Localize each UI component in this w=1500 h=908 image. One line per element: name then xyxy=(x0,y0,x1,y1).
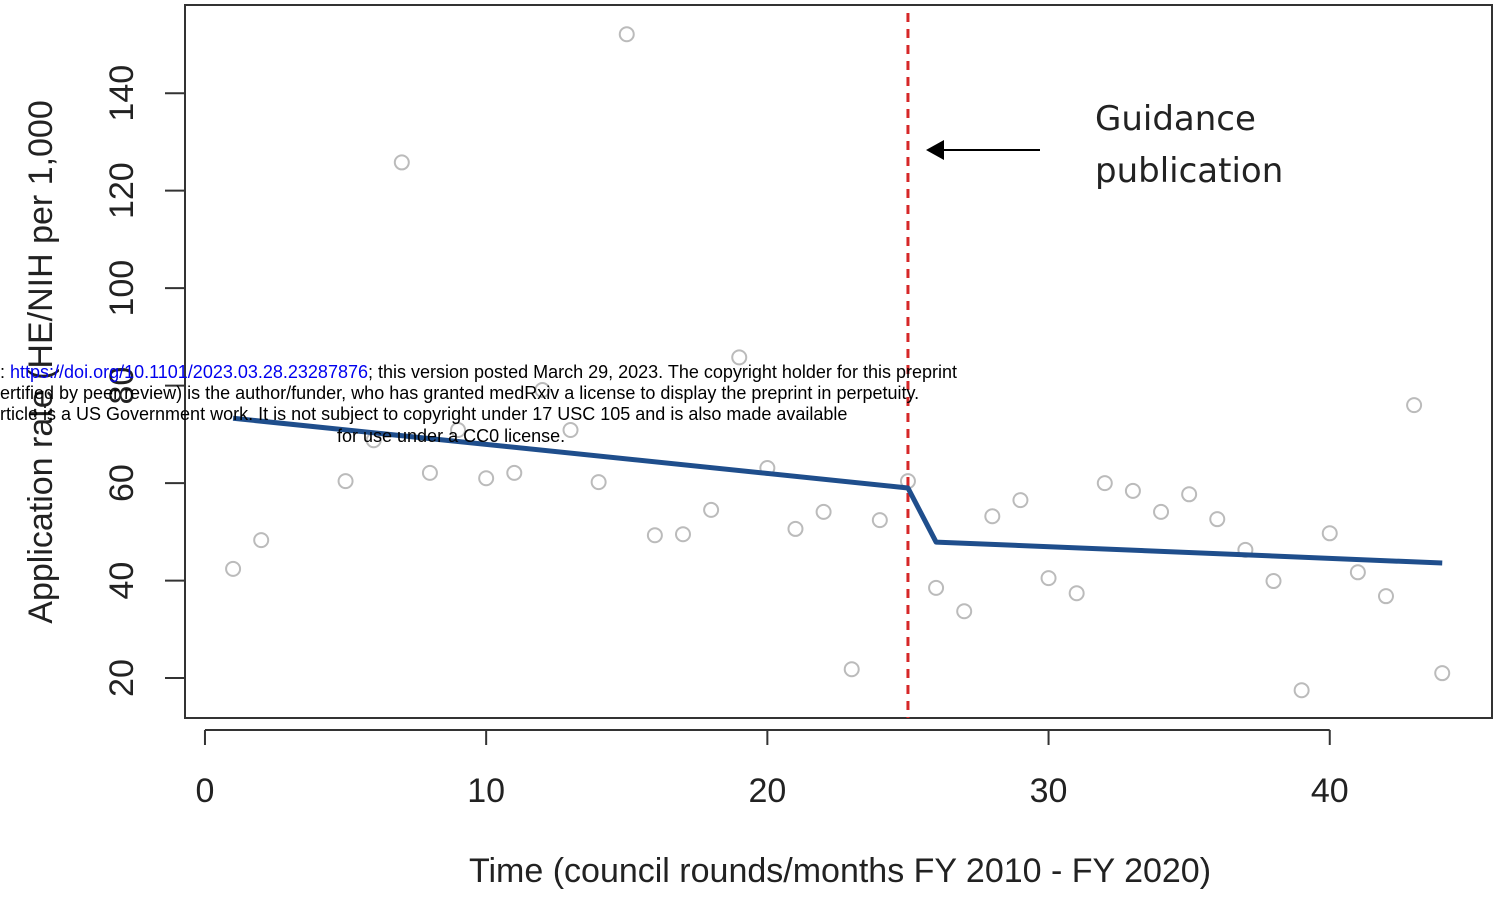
y-tick-label: 20 xyxy=(103,659,141,697)
data-point xyxy=(1068,585,1085,602)
x-axis-label: Time (council rounds/months FY 2010 - FY… xyxy=(469,852,1211,890)
notice-line: : https://doi.org/10.1101/2023.03.28.232… xyxy=(0,362,957,382)
x-tick-label: 10 xyxy=(467,772,505,810)
data-point xyxy=(253,532,270,549)
data-point xyxy=(421,464,438,481)
notice-line: rticle is a US Government work. It is no… xyxy=(0,404,847,424)
x-tick-label: 30 xyxy=(1030,772,1068,810)
data-point xyxy=(618,26,635,43)
data-point xyxy=(562,421,579,438)
annotation: Guidance xyxy=(1095,99,1256,139)
data-point xyxy=(928,579,945,596)
y-axis-label: Application rate (HE/NIH per 1,000 xyxy=(22,100,60,623)
notice-line: for use under a CC0 license. xyxy=(337,426,565,446)
x-tick-label: 0 xyxy=(196,772,215,810)
y-tick-label: 80 xyxy=(103,367,141,405)
data-point xyxy=(984,508,1001,525)
data-point xyxy=(337,473,354,490)
data-point xyxy=(1040,570,1057,587)
notice-link[interactable]: https://doi.org/10.1101/2023.03.28.23287… xyxy=(10,362,368,382)
data-point xyxy=(1012,492,1029,509)
data-point xyxy=(815,503,832,520)
data-point xyxy=(731,349,748,366)
data-point xyxy=(534,382,551,399)
data-point xyxy=(956,603,973,620)
y-tick-label: 140 xyxy=(103,65,141,122)
fit-line xyxy=(232,415,1443,566)
data-point xyxy=(1153,503,1170,520)
data-point xyxy=(674,526,691,543)
y-tick-label: 40 xyxy=(103,562,141,600)
data-point xyxy=(1321,525,1338,542)
data-point xyxy=(590,474,607,491)
data-point xyxy=(787,520,804,537)
data-point xyxy=(478,470,495,487)
data-point xyxy=(506,464,523,481)
notice-text: ; this version posted March 29, 2023. Th… xyxy=(368,362,957,382)
data-point xyxy=(843,661,860,678)
data-point xyxy=(1096,475,1113,492)
notice-line: ertified by peer review) is the author/f… xyxy=(0,383,919,403)
data-point xyxy=(646,527,663,544)
x-tick-label: 20 xyxy=(748,772,786,810)
data-point xyxy=(1406,397,1423,414)
arrow-head xyxy=(926,140,944,160)
annotation: publication xyxy=(1095,151,1283,191)
data-point xyxy=(1181,486,1198,503)
data-point xyxy=(871,512,888,529)
data-point xyxy=(1293,682,1310,699)
data-point xyxy=(225,560,242,577)
x-tick-label: 40 xyxy=(1311,772,1349,810)
y-tick-label: 60 xyxy=(103,464,141,502)
notice-text: : xyxy=(0,362,10,382)
data-point xyxy=(1124,482,1141,499)
data-point xyxy=(1265,573,1282,590)
data-point xyxy=(450,421,467,438)
y-tick-label: 120 xyxy=(103,162,141,219)
data-point xyxy=(1349,564,1366,581)
data-point xyxy=(1209,511,1226,528)
data-point xyxy=(1377,588,1394,605)
data-point xyxy=(1434,665,1451,682)
data-point xyxy=(393,154,410,171)
data-point xyxy=(703,501,720,518)
y-tick-label: 100 xyxy=(103,260,141,317)
